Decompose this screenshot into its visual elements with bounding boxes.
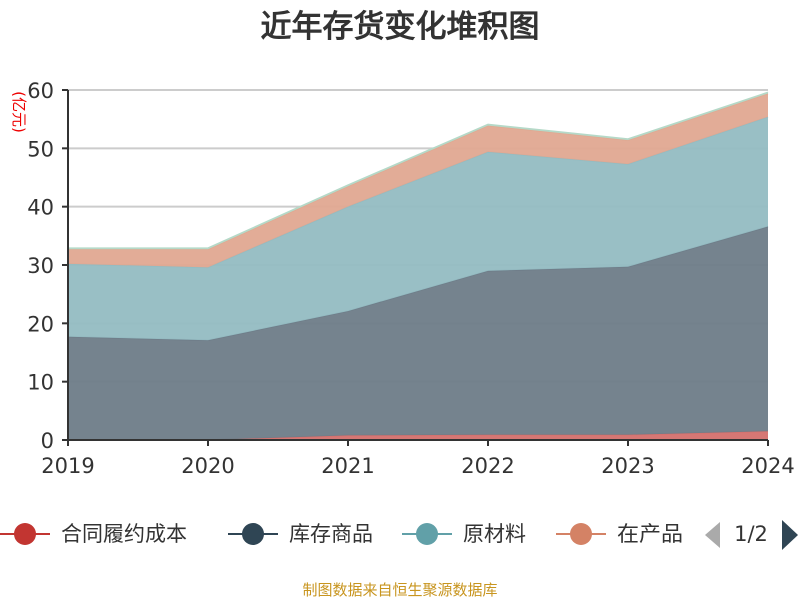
y-tick-label: 30 [27,254,54,278]
x-tick-label: 2020 [181,454,234,478]
legend-item[interactable]: 原材料 [402,522,526,546]
y-tick-label: 50 [27,137,54,161]
chart-title: 近年存货变化堆积图 [261,9,540,45]
legend-label: 库存商品 [289,522,373,546]
x-tick-label: 2024 [741,454,794,478]
data-source-note: 制图数据来自恒生聚源数据库 [302,581,497,599]
legend-marker-icon [570,523,592,545]
legend-label: 合同履约成本 [61,522,187,546]
legend-label: 原材料 [463,522,526,546]
legend-marker-icon [14,523,36,545]
y-axis-unit: (亿元) [10,91,28,133]
legend-next-arrow-icon[interactable] [782,520,798,550]
legend-item[interactable]: 合同履约成本 [0,522,187,546]
y-tick-label: 0 [41,429,54,453]
legend-pager: 1/2 [705,520,798,550]
legend-marker-icon [416,523,438,545]
area-series-2 [68,116,768,341]
x-tick-label: 2022 [461,454,514,478]
y-tick-label: 60 [27,79,54,103]
line-series-4 [68,91,769,249]
x-tick-label: 2023 [601,454,654,478]
legend-prev-arrow-icon[interactable] [705,522,720,548]
legend-label: 在产品 [617,522,683,546]
legend-page-indicator: 1/2 [734,522,768,546]
legend-marker-icon [242,523,264,545]
legend-item[interactable]: 库存商品 [228,522,373,546]
y-tick-label: 10 [27,371,54,395]
legend-item[interactable]: 在产品 [556,522,683,546]
x-tick-label: 2021 [321,454,374,478]
x-tick-label: 2019 [41,454,94,478]
area-series-1 [68,226,768,440]
y-tick-label: 20 [27,312,54,336]
y-tick-label: 40 [27,196,54,220]
